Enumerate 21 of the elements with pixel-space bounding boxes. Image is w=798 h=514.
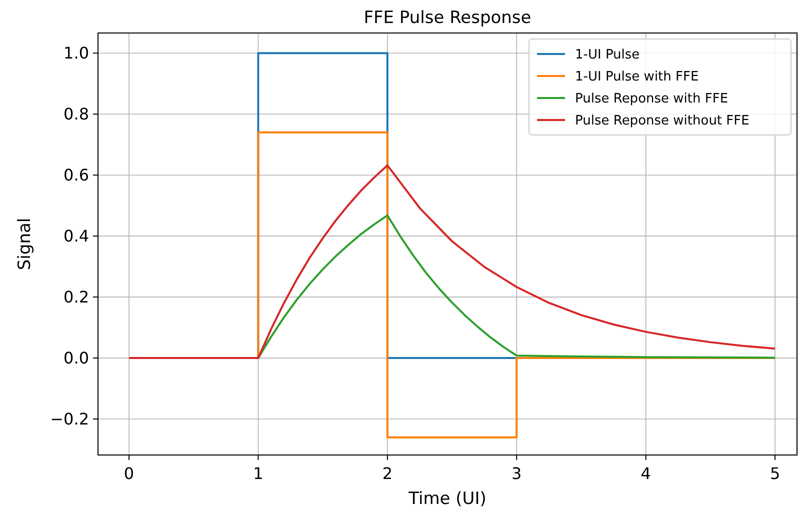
x-tick-label: 3 <box>512 464 522 483</box>
y-tick-label: 0.8 <box>64 104 89 124</box>
legend-label: Pulse Reponse with FFE <box>575 92 728 107</box>
y-tick-label: 0.4 <box>64 226 89 246</box>
line-series <box>128 164 776 360</box>
y-tick-label: −0.2 <box>50 410 89 429</box>
legend-label: 1-UI Pulse <box>575 48 640 63</box>
y-tick-label: 1.0 <box>64 44 89 63</box>
x-tick-label: 5 <box>770 464 780 483</box>
x-tick-label: 1 <box>253 464 264 483</box>
legend-label: 1-UI Pulse with FFE <box>575 70 699 85</box>
y-tick-label: 0.6 <box>64 166 89 185</box>
x-axis-title: Time (UI) <box>408 489 486 509</box>
x-tick-label: 4 <box>640 464 651 483</box>
legend-label: Pulse Reponse without FFE <box>575 114 750 129</box>
x-tick-label: 0 <box>124 464 134 483</box>
x-tick-label: 2 <box>382 464 393 483</box>
y-tick-label: 0.0 <box>64 348 89 368</box>
chart-title: FFE Pulse Response <box>364 8 532 28</box>
y-tick-label: 0.2 <box>64 288 89 307</box>
y-axis-title: Signal <box>15 218 35 270</box>
